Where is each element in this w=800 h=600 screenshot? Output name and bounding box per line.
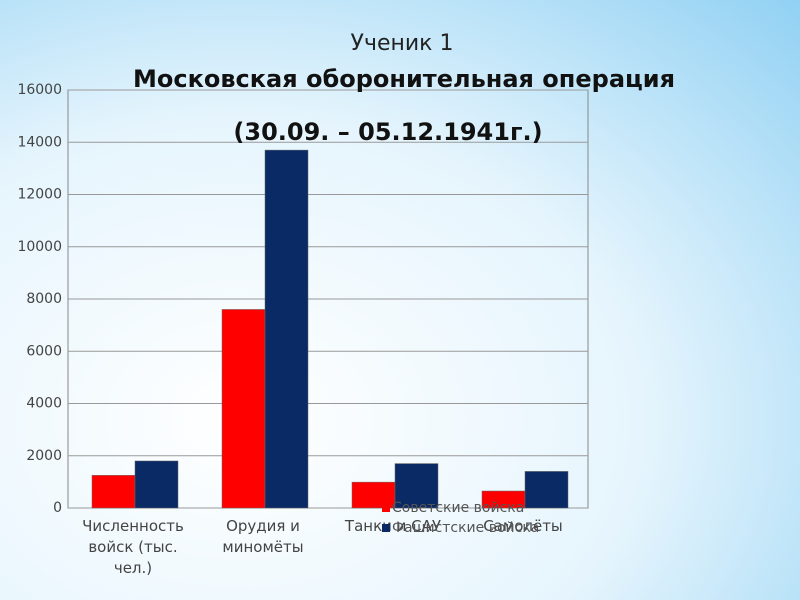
y-tick-label: 2000 [26, 448, 62, 464]
y-tick-label: 8000 [26, 291, 62, 307]
chart-title: Московская оборонительная операция [133, 65, 675, 93]
y-tick-label: 12000 [17, 187, 62, 203]
y-tick-label: 6000 [26, 343, 62, 359]
x-tick-label: Орудия и миномёты [222, 517, 303, 556]
bar [394, 463, 439, 509]
bar [524, 471, 569, 509]
y-tick-label: 4000 [26, 396, 62, 412]
supertitle: Ученик 1 [351, 31, 454, 56]
bar [91, 475, 136, 509]
x-tick-label: Самолёты [483, 517, 563, 535]
bar [134, 460, 179, 509]
legend-swatch [382, 524, 390, 532]
y-tick-label: 16000 [17, 82, 62, 98]
x-tick-label: Танки и САУ [344, 517, 441, 535]
chart: 0 2000 4000 6000 8000 10000 12000 14000 16000 Чис… [17, 82, 589, 577]
chart-subtitle: (30.09. – 05.12.1941г.) [233, 118, 542, 146]
y-tick-label: 14000 [17, 134, 62, 150]
bar [264, 149, 309, 509]
y-tick-label: 10000 [17, 239, 62, 255]
x-tick-label: Численность войск (тыс. чел.) [82, 517, 184, 577]
bar [221, 309, 266, 509]
legend-label: Фашистские войска [392, 520, 539, 536]
legend-label: Советские войска [392, 500, 524, 516]
y-tick-label: 0 [53, 500, 62, 516]
legend-swatch [382, 504, 390, 512]
